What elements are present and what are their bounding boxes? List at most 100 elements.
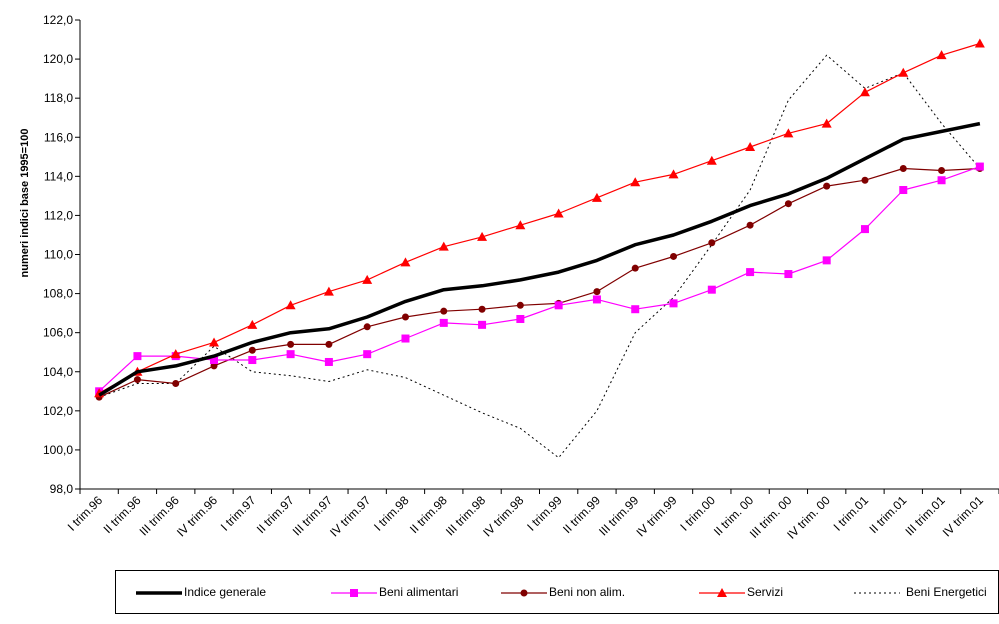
data-point-beni-non-alim (478, 305, 486, 313)
x-tick-label: IV trim.98 (480, 493, 526, 539)
data-point-servizi (323, 286, 334, 296)
data-point-beni-non-alim (287, 340, 295, 348)
data-point-servizi (591, 192, 602, 202)
legend: Indice generale Beni alimentari Beni non a… (115, 570, 999, 614)
data-point-beni-non-alim (708, 239, 716, 247)
data-point-beni-alimentari (554, 301, 563, 310)
data-point-servizi (859, 87, 870, 97)
legend-label-indice-generale: Indice generale (184, 585, 267, 599)
x-tick-label: IV trim.99 (633, 493, 679, 539)
x-tick-label: IV trim.97 (327, 493, 373, 539)
data-point-beni-non-alim (784, 200, 792, 208)
series-line-servizi (98, 42, 981, 394)
data-point-beni-alimentari (860, 225, 869, 234)
data-point-servizi (285, 300, 296, 310)
y-axis-title: numeri indici base 1995=100 (19, 129, 31, 278)
data-point-beni-non-alim (516, 301, 524, 309)
series-beni-energetici (98, 54, 981, 459)
data-point-servizi (515, 220, 526, 230)
x-tick-label: IV trim.01 (940, 493, 986, 539)
data-point-beni-alimentari (937, 176, 946, 185)
legend-label-beni-alimentari: Beni alimentari (379, 585, 459, 599)
series-line-beni-alimentari (98, 166, 981, 392)
data-point-beni-non-alim (746, 221, 754, 229)
data-point-beni-alimentari (592, 295, 601, 304)
data-point-beni-alimentari (248, 356, 257, 365)
y-tick-label: 104,0 (43, 365, 73, 379)
data-point-beni-alimentari (324, 357, 333, 366)
data-point-servizi (630, 177, 641, 187)
data-point-beni-alimentari (707, 285, 716, 294)
y-tick-label: 114,0 (44, 169, 73, 183)
x-tick-label: I trim.97 (218, 493, 259, 534)
data-point-servizi (400, 257, 411, 267)
data-point-beni-non-alim (593, 288, 601, 296)
data-point-beni-non-alim (899, 165, 907, 173)
data-point-beni-non-alim (401, 313, 409, 321)
data-point-beni-alimentari (784, 270, 793, 279)
legend-swatch-beni-alimentari (331, 589, 377, 597)
axes (79, 20, 999, 490)
data-point-servizi (438, 241, 449, 251)
y-tick-label: 108,0 (43, 287, 73, 301)
y-tick-label: 100,0 (43, 443, 73, 457)
legend-swatch-servizi (699, 588, 745, 597)
legend-swatch-beni-non-alim (501, 589, 547, 597)
data-point-beni-non-alim (210, 362, 218, 370)
y-tick-label: 106,0 (43, 326, 73, 340)
data-point-servizi (668, 169, 679, 179)
y-tick-label: 122,0 (43, 13, 73, 27)
series-line-indice-generale (98, 121, 981, 397)
x-tick-label: IV trim.96 (174, 493, 220, 539)
data-point-beni-alimentari (439, 318, 448, 327)
data-point-beni-non-alim (172, 379, 180, 387)
data-point-beni-alimentari (746, 268, 755, 277)
data-point-beni-alimentari (516, 314, 525, 323)
data-point-servizi (745, 142, 756, 152)
series-indice-generale (98, 121, 981, 397)
data-point-beni-non-alim (363, 323, 371, 331)
series-group (94, 38, 985, 459)
x-tick-label: I trim.98 (371, 493, 412, 534)
legend-swatch-beni-energetici (854, 592, 900, 594)
data-point-beni-alimentari (286, 350, 295, 359)
x-tick-label: I trim.99 (524, 493, 565, 534)
data-point-servizi (477, 231, 488, 241)
data-point-beni-non-alim (631, 264, 639, 272)
data-point-beni-alimentari (975, 162, 984, 171)
data-point-servizi (706, 155, 717, 165)
y-tick-label: 120,0 (43, 52, 73, 66)
series-beni-alimentari (95, 162, 984, 396)
y-tick-label: 110,0 (44, 248, 73, 262)
series-servizi (94, 38, 985, 398)
y-tick-label: 116,0 (44, 130, 73, 144)
legend-swatch-indice-generale (136, 591, 182, 595)
data-point-beni-non-alim (823, 182, 831, 190)
series-line-beni-energetici (98, 54, 981, 459)
legend-marker-servizi (717, 588, 727, 597)
x-tick-label: I trim.96 (65, 493, 106, 534)
data-point-beni-alimentari (133, 352, 142, 361)
data-point-servizi (821, 118, 832, 128)
data-point-beni-non-alim (248, 346, 256, 354)
legend-marker-beni-non-alim (520, 589, 528, 597)
data-point-servizi (362, 274, 373, 284)
data-point-beni-alimentari (210, 356, 219, 365)
data-point-beni-non-alim (670, 252, 678, 260)
data-point-beni-non-alim (133, 376, 141, 384)
data-point-beni-alimentari (822, 256, 831, 265)
legend-marker-beni-alimentari (350, 589, 358, 597)
data-point-beni-non-alim (938, 166, 946, 174)
series-line-beni-non-alim (98, 167, 980, 398)
data-point-servizi (209, 337, 220, 347)
legend-label-servizi: Servizi (747, 585, 784, 599)
data-point-servizi (783, 128, 794, 138)
y-tick-label: 118,0 (44, 91, 73, 105)
data-point-beni-non-alim (440, 307, 448, 315)
y-tick-label: 98,0 (50, 482, 74, 496)
data-point-servizi (974, 38, 985, 48)
legend-label-beni-energetici: Beni Energetici (906, 585, 987, 599)
series-beni-non-alim (95, 165, 984, 401)
